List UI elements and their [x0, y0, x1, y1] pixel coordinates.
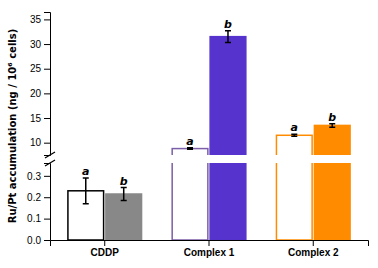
tick-label: 20 — [30, 88, 42, 99]
bar — [276, 163, 312, 240]
bar-labels: ab — [82, 165, 128, 188]
tick-label: 0.3 — [27, 171, 41, 182]
bar — [210, 37, 246, 155]
tick-mark — [44, 219, 50, 220]
tick-label: Complex 1 — [184, 247, 235, 258]
x-tick: Complex 1 — [184, 240, 235, 258]
tick-mark — [44, 44, 50, 45]
error-bar — [329, 124, 335, 127]
y-tick: 0.1 — [27, 213, 50, 224]
y-tick: 25 — [30, 63, 50, 74]
tick-label: 25 — [30, 63, 42, 74]
axis-line — [51, 241, 369, 247]
y-tick: 35 — [30, 14, 50, 25]
y-tick: 10 — [30, 137, 50, 148]
bar-label: b — [120, 175, 128, 188]
x-tick: CDDP — [91, 240, 120, 258]
tick-label: Complex 2 — [288, 247, 339, 258]
bar-label: a — [186, 135, 193, 148]
axis-line — [44, 13, 51, 156]
tick-label: 0.2 — [27, 192, 41, 203]
error-bar — [121, 188, 127, 201]
y-tick: 20 — [30, 88, 50, 99]
tick-mark — [44, 143, 50, 144]
error-bar — [187, 148, 193, 149]
tick-label: 10 — [30, 137, 42, 148]
bar — [172, 163, 208, 240]
bar-label: a — [82, 165, 89, 178]
x-tick: Complex 2 — [288, 240, 339, 258]
tick-mark — [104, 240, 105, 246]
y-tick: 15 — [30, 113, 50, 124]
tick-label: 35 — [30, 14, 42, 25]
error-bar — [291, 134, 297, 136]
bar — [172, 149, 208, 155]
bar — [314, 125, 350, 155]
error-bar — [83, 178, 89, 204]
y-axis: 0.0 0.1 0.2 0.3 — [27, 164, 50, 246]
tick-label: 30 — [30, 39, 42, 50]
tick-mark — [209, 240, 210, 246]
bar-labels: a a b b — [186, 18, 336, 148]
tick-label: 0.0 — [27, 235, 41, 246]
x-axis: CDDP Complex 1 Complex 2 — [51, 240, 369, 258]
bar — [210, 163, 246, 240]
y-axis: 10 15 20 25 30 35 — [30, 13, 51, 156]
tick-mark — [44, 197, 50, 198]
tick-mark — [44, 93, 50, 94]
bars — [68, 163, 350, 240]
chart: aabb101520253035Ru/Pt accumulation (ng /… — [0, 0, 378, 268]
bar — [314, 163, 350, 240]
y-tick: 30 — [30, 39, 50, 50]
tick-label: 0.1 — [27, 213, 41, 224]
tick-label: 15 — [30, 113, 42, 124]
tick-mark — [44, 118, 50, 119]
tick-mark — [44, 240, 50, 241]
axis-line — [44, 164, 51, 241]
y-tick: 0.3 — [27, 171, 50, 182]
error-bar — [225, 31, 231, 43]
tick-mark — [44, 176, 50, 177]
break-mark — [45, 152, 55, 158]
bar-label: b — [328, 111, 336, 124]
tick-label: CDDP — [91, 247, 120, 258]
bar-label: b — [224, 18, 232, 31]
axis-break — [45, 152, 55, 166]
bar-label: a — [291, 121, 298, 134]
tick-mark — [44, 19, 50, 20]
tick-mark — [313, 240, 314, 246]
bar — [276, 135, 312, 155]
y-tick: 0.2 — [27, 192, 50, 203]
y-tick: 0.0 — [27, 235, 50, 246]
bars — [172, 31, 350, 155]
tick-mark — [44, 69, 50, 70]
break-mark — [45, 160, 55, 166]
y-axis-title: Ru/Pt accumulation (ng / 10⁶ cells) — [7, 29, 18, 224]
